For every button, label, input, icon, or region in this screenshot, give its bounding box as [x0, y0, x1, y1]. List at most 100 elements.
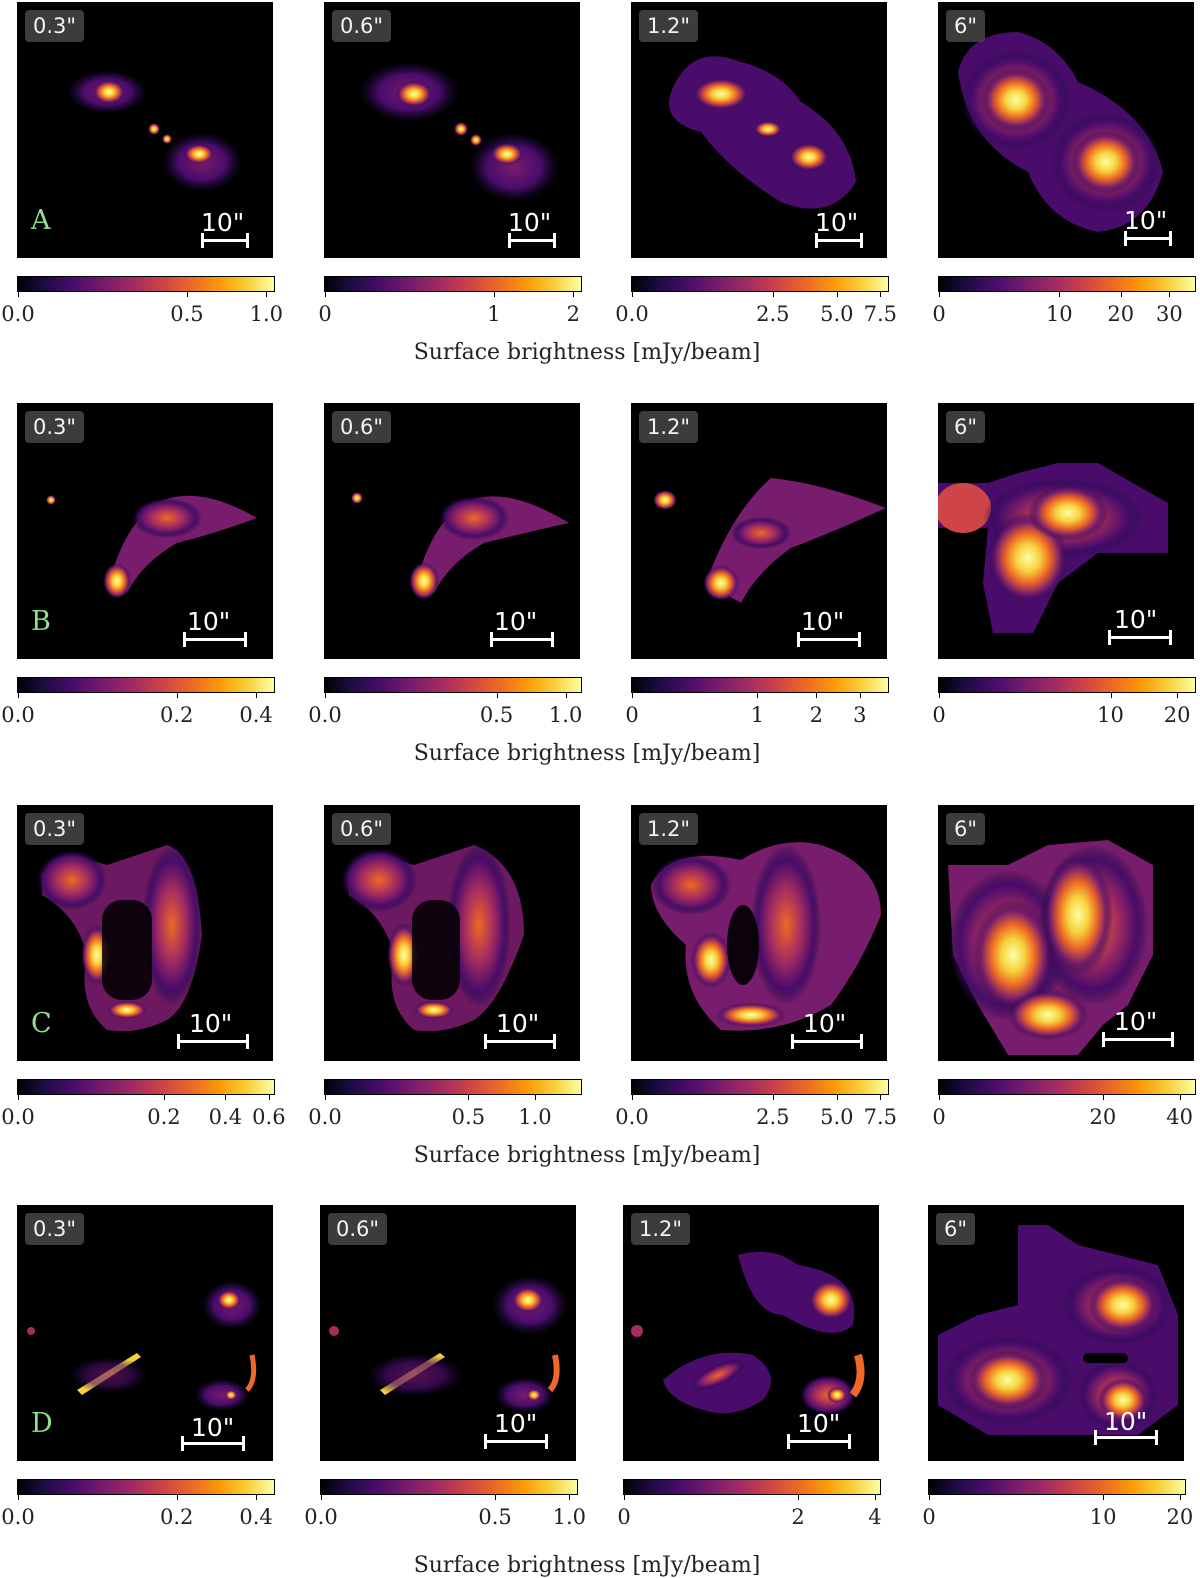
colorbar-tick-label: 0.5	[478, 1505, 512, 1529]
colorbar-tick	[632, 291, 633, 297]
radio-image	[27, 1280, 262, 1411]
radio-image	[651, 842, 881, 1031]
colorbar-tick-label: 0	[932, 703, 946, 727]
colorbar-tick	[256, 1494, 258, 1500]
scalebar	[815, 233, 863, 248]
colorbar-b-1.2	[631, 677, 889, 693]
resolution-badge: 6"	[946, 411, 986, 443]
colorbar-tick	[534, 1094, 536, 1100]
radio-image	[631, 1251, 865, 1415]
resolution-badge: 0.6"	[328, 1213, 388, 1245]
scalebar	[1108, 630, 1172, 645]
radio-image	[329, 1275, 568, 1413]
resolution-badge: 0.3"	[25, 1213, 85, 1245]
colorbar-tick	[939, 291, 940, 297]
colorbar-tick	[565, 692, 567, 698]
colorbar-tick-label: 1.0	[548, 703, 583, 727]
colorbar-tick	[321, 1494, 322, 1500]
colorbar-tick-label: 0.4	[239, 703, 273, 727]
colorbar-tick	[836, 291, 838, 297]
colorbar-tick	[176, 692, 178, 698]
colorbar-tick-label: 0.5	[170, 302, 204, 326]
colorbar-a-0.6	[324, 276, 582, 292]
colorbar-tick	[632, 1094, 633, 1100]
colorbar-tick	[325, 692, 326, 698]
scalebar	[490, 632, 554, 647]
colorbar-tick-label: 0	[932, 1105, 946, 1129]
row-label: C	[31, 1008, 52, 1039]
colorbar-title: Surface brightness [mJy/beam]	[413, 741, 761, 766]
colorbar-tick-label: 20	[1166, 1505, 1194, 1529]
colorbar-tick-label: 0	[318, 302, 332, 326]
radio-image	[653, 478, 886, 603]
colorbar-tick	[268, 1094, 270, 1100]
colorbar-tick-label: 3	[853, 703, 867, 727]
resolution-badge: 0.6"	[332, 813, 392, 845]
colorbar-title: Surface brightness [mJy/beam]	[413, 340, 761, 365]
colorbar-tick	[256, 692, 258, 698]
scalebar	[1102, 1032, 1174, 1047]
colorbar-tick	[18, 1094, 19, 1100]
colorbar-tick	[880, 291, 882, 297]
colorbar-tick-label: 1.0	[249, 302, 284, 326]
scalebar-label: 10"	[496, 1009, 540, 1038]
scalebar-label: 10"	[1124, 206, 1168, 235]
scalebar-label: 10"	[803, 1009, 847, 1038]
colorbar-d-6	[928, 1479, 1186, 1495]
colorbar-tick-label: 0.0	[304, 1505, 338, 1529]
scalebar	[1094, 1430, 1158, 1445]
panel-c-6: 6" 10"	[938, 805, 1194, 1061]
panel-a-0.6: 0.6" 10"	[324, 2, 580, 258]
colorbar-tick	[468, 1094, 470, 1100]
colorbar-b-6	[938, 677, 1196, 693]
colorbar-tick-label: 4	[868, 1505, 882, 1529]
panel-a-6: 6" 10"	[938, 2, 1194, 258]
row-label: A	[31, 205, 51, 236]
scalebar-label: 10"	[508, 208, 552, 237]
colorbar-tick-label: 1.0	[552, 1505, 587, 1529]
colorbar-tick	[1179, 1494, 1181, 1500]
colorbar-tick	[225, 1094, 227, 1100]
colorbar-tick-label: 40	[1166, 1105, 1193, 1129]
radio-image	[938, 1225, 1178, 1435]
colorbar-tick-label: 5.0	[820, 302, 854, 326]
resolution-badge: 0.6"	[332, 10, 392, 42]
panel-a-0.3: 0.3" A 10"	[17, 2, 273, 258]
colorbar-tick-label: 0.5	[451, 1105, 486, 1129]
panel-b-0.3: 0.3" B 10"	[17, 403, 273, 659]
colorbar-tick	[496, 692, 498, 698]
colorbar-tick-label: 1.0	[518, 1105, 552, 1129]
scalebar	[484, 1034, 556, 1049]
colorbar-tick	[939, 692, 940, 698]
colorbar-tick	[176, 1494, 178, 1500]
scalebar-label: 10"	[815, 208, 859, 237]
scalebar	[177, 1034, 249, 1049]
colorbar-c-0.3	[17, 1079, 275, 1095]
colorbar-tick	[1102, 1094, 1104, 1100]
colorbar-tick	[18, 692, 19, 698]
colorbar-tick-label: 0.5	[479, 703, 514, 727]
resolution-badge: 1.2"	[639, 10, 699, 42]
resolution-badge: 6"	[946, 813, 986, 845]
resolution-badge: 1.2"	[639, 411, 699, 443]
scalebar-label: 10"	[494, 1409, 538, 1438]
panel-d-1.2: 1.2" 10"	[623, 1205, 879, 1461]
colorbar-tick	[1103, 1494, 1105, 1500]
colorbar-tick	[624, 1494, 625, 1500]
row-a: 0.3" A 10" 0.6" 10" 1.2" 10"	[0, 2, 1200, 372]
panel-d-0.3: 0.3" D 10"	[17, 1205, 273, 1461]
panel-d-6: 6" 10"	[928, 1205, 1184, 1461]
colorbar-tick-label: 2	[791, 1505, 805, 1529]
colorbar-tick-label: 20	[1163, 703, 1191, 727]
scalebar	[508, 233, 556, 248]
resolution-badge: 1.2"	[639, 813, 699, 845]
panel-c-0.6: 0.6" 10"	[324, 805, 580, 1061]
radio-image	[37, 845, 202, 1032]
colorbar-tick	[495, 1494, 497, 1500]
panel-b-1.2: 1.2" 10"	[631, 403, 887, 659]
colorbar-tick-label: 20	[1107, 302, 1135, 326]
colorbar-tick-label: 10	[1089, 1505, 1117, 1529]
colorbar-tick-label: 0	[617, 1505, 631, 1529]
colorbar-tick-label: 0.0	[1, 1505, 35, 1529]
colorbar-tick-label: 1	[750, 703, 765, 727]
